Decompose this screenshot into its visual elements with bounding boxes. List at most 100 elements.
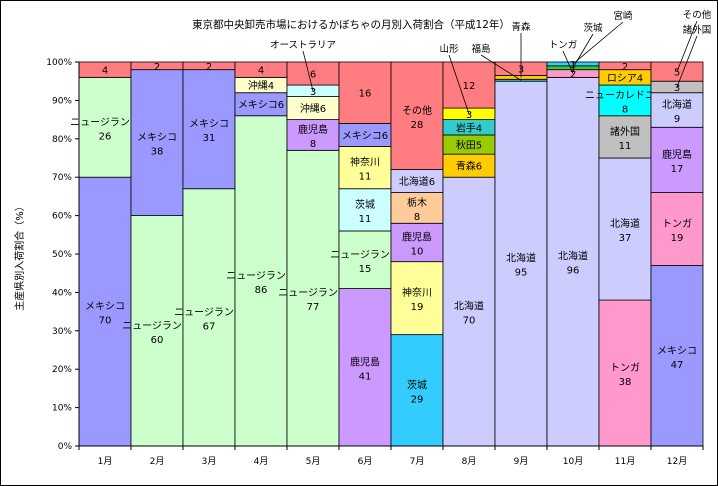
- segment-value: 3: [466, 110, 472, 121]
- segment-value: 17: [671, 164, 684, 175]
- bar-segment: [390, 334, 444, 447]
- segment-label: メキシコ: [85, 302, 125, 313]
- segment-value: 5: [674, 68, 680, 79]
- y-tick-label: 100%: [46, 58, 72, 68]
- segment-value: 11: [359, 172, 372, 183]
- callout-leader: [302, 50, 314, 91]
- callout-label: トンガ: [549, 40, 578, 51]
- callout-label: 茨城: [583, 22, 603, 34]
- segment-value: 38: [619, 377, 632, 388]
- callout-label: 山形: [439, 43, 459, 55]
- callout-label: オーストラリア: [270, 40, 336, 51]
- segment-value: メキシコ6: [342, 131, 388, 142]
- y-tick-label: 30%: [52, 327, 72, 337]
- bars-group: メキシコ70ニュージランド264ニュージランド60メキシコ382ニュージランド6…: [70, 60, 704, 447]
- segment-value: 29: [411, 394, 424, 405]
- bar-segment: [390, 222, 444, 263]
- segment-label: 北海道: [558, 250, 588, 263]
- segment-value: 沖縄6: [300, 102, 326, 115]
- segment-label: トンガ: [610, 362, 640, 374]
- segment-value: 11: [619, 141, 632, 152]
- bar-segment: [650, 92, 704, 128]
- bar-segment: [286, 149, 340, 447]
- callout-leader: [676, 35, 698, 88]
- bar-segment: [338, 146, 392, 190]
- callout-leader: [480, 54, 522, 81]
- segment-value: 28: [411, 120, 424, 131]
- bar-segment: [338, 288, 392, 447]
- segment-label: 北海道: [610, 217, 640, 230]
- segment-value: 6: [310, 70, 316, 81]
- segment-label: ニュージランド: [226, 270, 296, 282]
- segment-value: 2: [154, 62, 160, 73]
- x-tick-label: 10月: [563, 456, 583, 467]
- bar-segment: [130, 215, 184, 447]
- callout-leader: [562, 50, 574, 74]
- segment-label: ニュージランド: [278, 287, 348, 299]
- segment-label: 神奈川: [350, 156, 380, 169]
- segment-value: 19: [671, 233, 684, 244]
- y-tick-label: 10%: [52, 404, 72, 414]
- x-tick-label: 12月: [667, 456, 687, 467]
- bar-segment: [442, 176, 496, 447]
- x-tick-label: 2月: [150, 456, 165, 467]
- segment-label: 諸外国: [610, 125, 640, 138]
- bar-segment: [546, 76, 600, 447]
- segment-label: 鹿児島: [402, 230, 432, 243]
- segment-value: 67: [203, 321, 216, 332]
- callout-label: 諸外国: [683, 24, 712, 36]
- bar-segment: [598, 84, 652, 117]
- segment-value: 1: [570, 60, 576, 71]
- segment-value: 37: [619, 233, 632, 244]
- segment-label: 茨城: [407, 378, 427, 391]
- segment-value: 3: [310, 87, 316, 98]
- segment-value: 41: [359, 371, 372, 382]
- y-tick-label: 50%: [52, 250, 72, 260]
- segment-label: トンガ: [662, 218, 692, 230]
- segment-value: 8: [622, 104, 628, 115]
- segment-value: 77: [307, 302, 320, 313]
- segment-value: 3: [674, 83, 680, 94]
- segment-label: ニュージランド: [330, 249, 400, 261]
- segment-value: 8: [414, 212, 420, 223]
- segment-label: 鹿児島: [662, 148, 692, 161]
- segment-label: 鹿児島: [350, 355, 380, 368]
- segment-value: 70: [99, 316, 112, 327]
- callout-leader: [572, 21, 624, 65]
- segment-value: 26: [99, 131, 112, 142]
- segment-label: メキシコ: [189, 119, 229, 130]
- bar-segment: [390, 61, 444, 170]
- callout-leader: [676, 20, 698, 72]
- y-tick-label: 70%: [52, 173, 72, 183]
- segment-label: 北海道: [662, 98, 692, 111]
- bar-segment: [130, 69, 184, 216]
- y-tick-label: 60%: [52, 212, 72, 222]
- bar-segment: [78, 176, 132, 447]
- segment-label: メキシコ: [657, 346, 697, 357]
- segment-value: 4: [102, 66, 108, 77]
- x-tick-label: 8月: [462, 456, 477, 467]
- segment-value: 19: [411, 302, 424, 313]
- segment-value: 沖縄4: [248, 79, 274, 92]
- segment-value: 86: [255, 285, 268, 296]
- segment-value: 15: [359, 264, 372, 275]
- callout-label: 宮崎: [613, 10, 633, 22]
- bar-segment: [650, 192, 704, 266]
- y-axis-label: 主産県別入荷割合（%）: [13, 201, 26, 311]
- x-tick-label: 6月: [358, 456, 373, 467]
- segment-value: 9: [674, 114, 680, 125]
- bar-segment: [650, 126, 704, 193]
- segment-label: ニュージランド: [122, 320, 192, 332]
- segment-value: 2: [570, 70, 576, 81]
- segment-value: 2: [206, 62, 212, 73]
- bar-segment: [650, 265, 704, 447]
- y-tick-label: 20%: [52, 365, 72, 375]
- x-tick-label: 9月: [514, 456, 529, 467]
- segment-value: 31: [203, 133, 216, 144]
- segment-label: 茨城: [355, 198, 375, 211]
- y-tick-label: 90%: [52, 96, 72, 106]
- segment-value: 95: [515, 268, 528, 279]
- segment-value: 10: [411, 246, 424, 257]
- x-axis: 1月 2月 3月 4月 5月 6月 7月 8月 9月 10月 11月 12月: [78, 445, 704, 467]
- callout-label: 福島: [471, 43, 490, 55]
